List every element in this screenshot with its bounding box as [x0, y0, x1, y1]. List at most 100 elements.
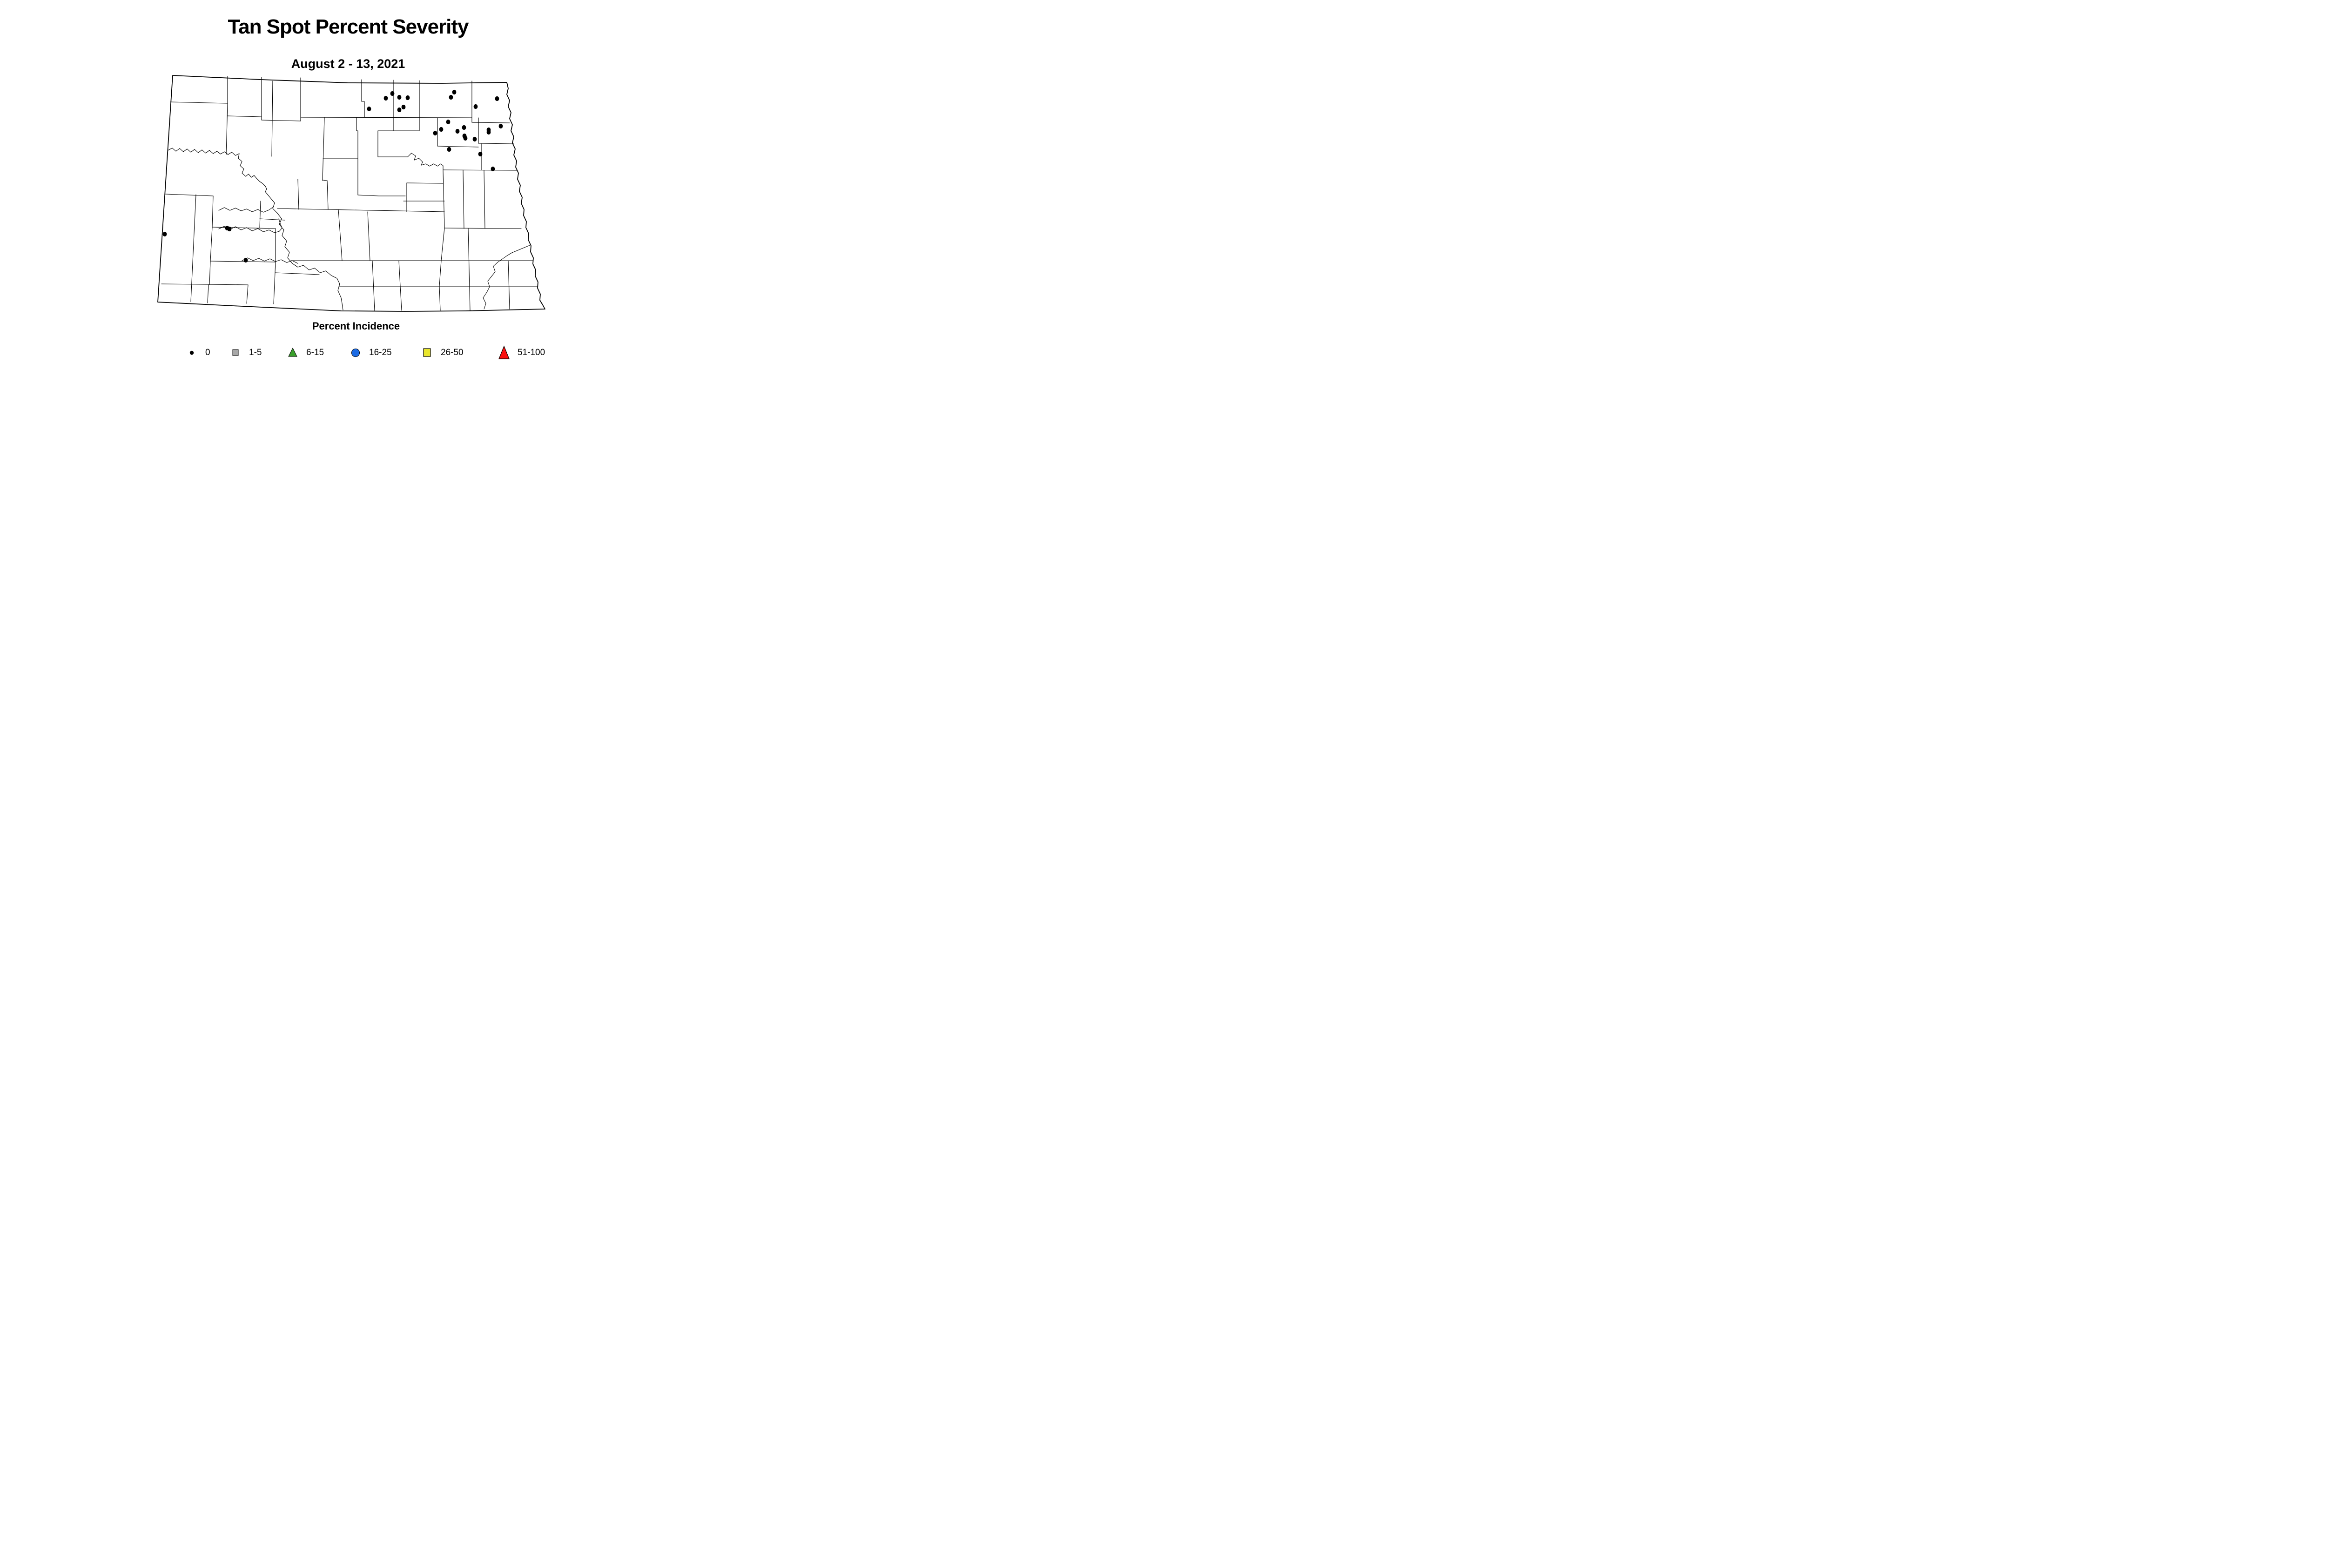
county-line-51 [212, 195, 214, 228]
map-point-23 [478, 151, 483, 157]
county-line-16 [322, 117, 325, 181]
county-line-40 [463, 170, 464, 229]
county-line-63 [275, 272, 320, 275]
state-border [157, 75, 545, 312]
map-point-7 [449, 94, 453, 100]
map-point-10 [495, 96, 499, 101]
county-line-64 [246, 284, 249, 304]
map-point-11 [446, 119, 451, 125]
legend-label: 16-25 [369, 348, 392, 357]
county-line-62 [259, 218, 285, 221]
devils-lake [407, 153, 444, 167]
map-point-5 [401, 104, 406, 110]
county-line-7 [300, 117, 472, 118]
map-point-3 [397, 94, 402, 100]
map-point-27 [227, 226, 232, 232]
legend-title: Percent Incidence [312, 320, 400, 332]
county-line-8 [361, 79, 365, 118]
county-line-55 [210, 261, 276, 262]
map-point-28 [243, 257, 248, 263]
legend-item-6-15: 6-15 [285, 343, 324, 363]
county-line-57 [209, 261, 211, 285]
legend-dot-icon [189, 350, 194, 355]
county-line-34 [338, 209, 343, 261]
legend-label: 6-15 [306, 348, 324, 357]
legend-label: 1-5 [249, 348, 262, 357]
county-line-56 [161, 283, 249, 285]
map-point-2 [390, 91, 395, 96]
county-line-24 [437, 146, 479, 148]
county-line-47 [398, 260, 401, 287]
county-line-61 [259, 201, 261, 228]
legend-symbol-triangle [285, 345, 301, 361]
county-line-42 [444, 228, 522, 229]
map-point-25 [162, 231, 167, 237]
county-line-18 [356, 117, 358, 195]
map-point-9 [473, 104, 478, 109]
legend-item-26-50: 26-50 [419, 343, 464, 363]
map-point-13 [433, 130, 437, 136]
county-line-2 [226, 103, 228, 155]
map-point-18 [472, 136, 477, 142]
legend-item-51-100: 51-100 [496, 343, 545, 363]
county-line-53 [190, 194, 196, 302]
legend-symbol-square-lg [419, 345, 435, 361]
legend-label: 51-100 [518, 348, 545, 357]
legend-label: 26-50 [441, 348, 464, 357]
map-point-4 [405, 95, 410, 101]
county-line-21 [357, 195, 379, 196]
county-line-15 [271, 81, 273, 157]
county-line-52 [212, 227, 276, 229]
county-line-41 [484, 170, 485, 229]
legend-symbol-circle [348, 345, 363, 361]
county-line-37 [327, 180, 329, 210]
sheyenne-river [483, 244, 531, 310]
missouri-river [168, 148, 343, 310]
county-line-33 [277, 208, 445, 212]
legend-item-0: 0 [184, 343, 210, 363]
map-point-0 [367, 106, 371, 112]
cannonball-river [242, 257, 298, 264]
county-line-54 [210, 227, 213, 262]
legend-triangle-icon [498, 345, 510, 359]
legend-item-1-5: 1-5 [228, 343, 262, 363]
knife-river [218, 206, 274, 213]
county-line-46 [372, 260, 375, 311]
legend-symbol-dot [184, 345, 200, 361]
heart-river [218, 218, 282, 233]
county-line-14 [471, 122, 510, 123]
county-line-43 [468, 228, 471, 311]
county-line-38 [322, 180, 328, 181]
legend-item-16-25: 16-25 [348, 343, 392, 363]
map-point-20 [486, 129, 491, 135]
legend-symbol-square [228, 345, 243, 361]
map-point-22 [447, 147, 451, 152]
legend-square-icon [423, 348, 431, 357]
map-point-24 [491, 166, 495, 172]
legend-symbol-triangle-lg [496, 345, 512, 361]
legend-triangle-icon [288, 347, 297, 357]
county-line-35 [367, 211, 370, 261]
map-point-15 [455, 128, 460, 134]
map-point-6 [397, 107, 402, 113]
figure-subtitle: August 2 - 13, 2021 [291, 57, 405, 71]
legend-circle-icon [351, 348, 360, 357]
map-point-14 [462, 125, 466, 130]
map-point-8 [452, 89, 457, 95]
map-point-1 [383, 95, 388, 101]
map-point-12 [439, 127, 444, 132]
county-line-5 [261, 120, 301, 121]
county-line-3 [227, 115, 262, 117]
figure-root: Tan Spot Percent Severity August 2 - 13,… [0, 0, 730, 381]
county-line-48 [400, 286, 402, 311]
county-line-26 [478, 143, 514, 144]
county-line-49 [508, 260, 510, 310]
map-point-21 [498, 123, 503, 129]
county-line-50 [165, 194, 214, 196]
county-line-0 [170, 101, 228, 104]
map-point-17 [463, 135, 468, 141]
legend: 0 1-5 6-15 16-25 26-50 51-100 [0, 343, 730, 363]
county-line-39 [439, 170, 445, 311]
figure-title: Tan Spot Percent Severity [228, 15, 469, 38]
nd-county-map [157, 75, 545, 312]
